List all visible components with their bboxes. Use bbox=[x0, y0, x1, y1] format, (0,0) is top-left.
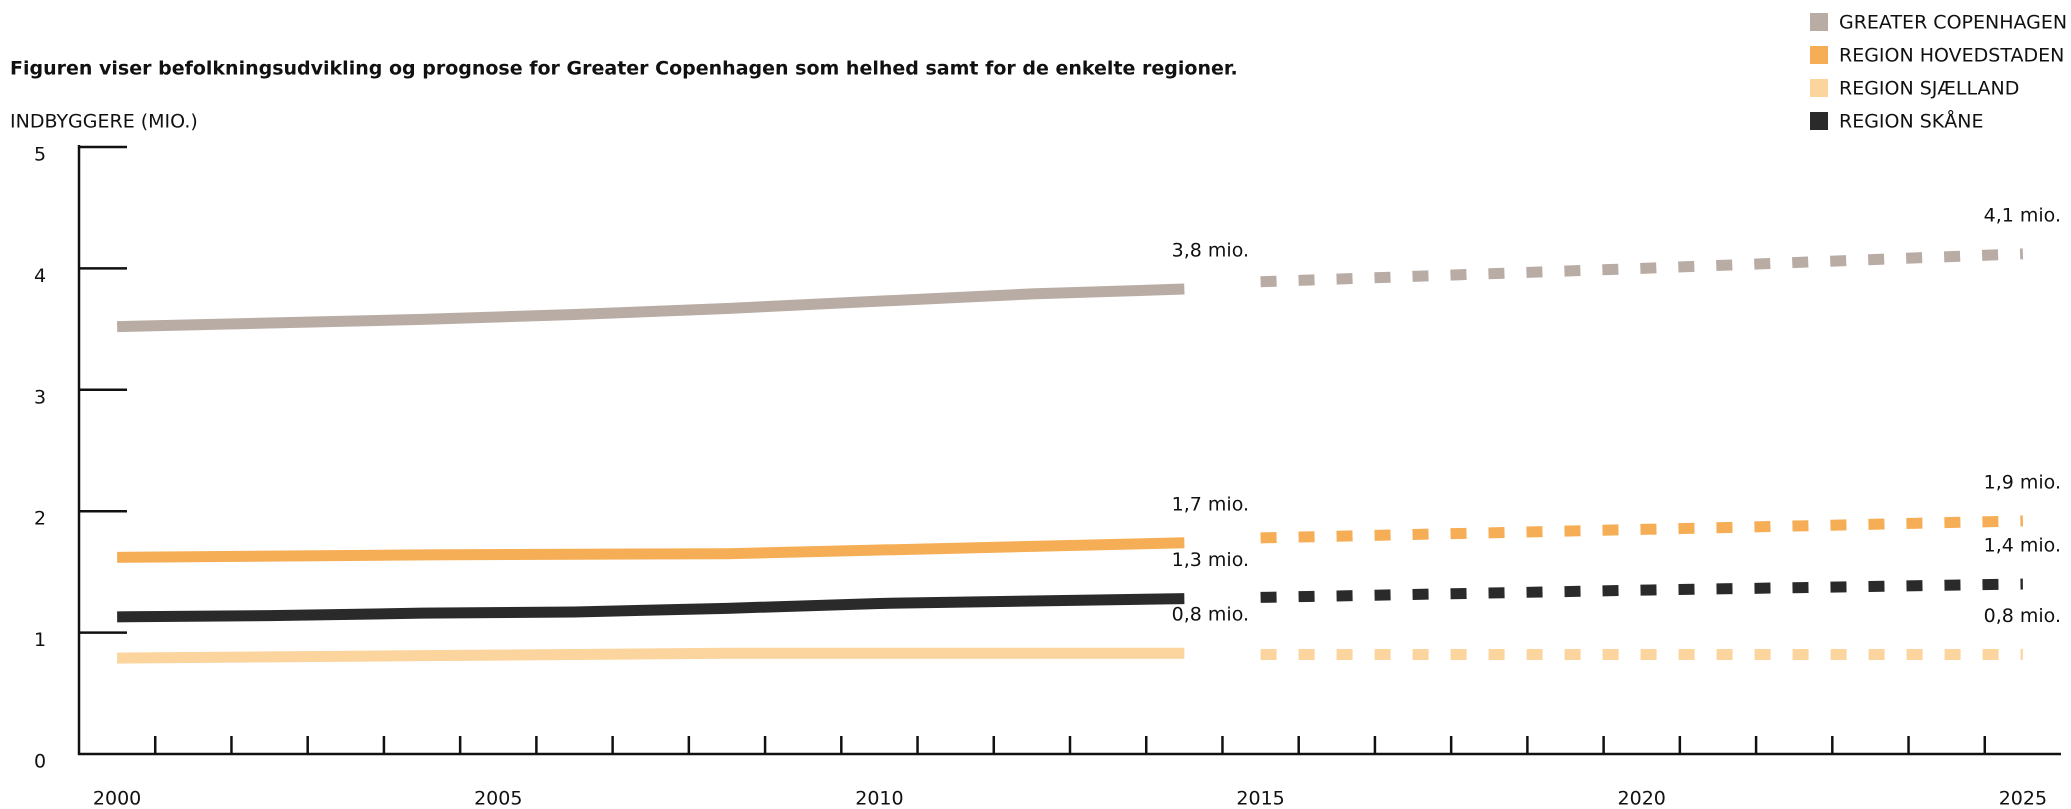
history-line bbox=[117, 647, 1185, 664]
x-tick-label: 2010 bbox=[855, 788, 903, 809]
legend-swatch bbox=[1810, 112, 1828, 130]
history-line bbox=[117, 593, 1185, 623]
y-axis-label: INDBYGGERE (MIO.) bbox=[10, 111, 198, 133]
forecast-line bbox=[1260, 515, 2024, 544]
y-tick-label: 5 bbox=[34, 144, 46, 166]
value-label: 1,7 mio. bbox=[1172, 493, 1249, 515]
y-tick-label: 4 bbox=[34, 265, 46, 287]
x-tick-label: 2000 bbox=[93, 788, 141, 809]
value-label: 1,3 mio. bbox=[1172, 549, 1249, 571]
legend-label: REGION SJÆLLAND bbox=[1839, 78, 2019, 100]
y-tick-label: 1 bbox=[34, 629, 46, 651]
legend-swatch bbox=[1810, 79, 1828, 97]
y-tick-label: 3 bbox=[34, 386, 46, 408]
forecast-line bbox=[1260, 578, 2023, 603]
history-line bbox=[117, 537, 1185, 563]
y-tick-label: 0 bbox=[34, 751, 46, 773]
chart-title: Figuren viser befolkningsudvikling og pr… bbox=[10, 58, 1238, 80]
x-tick-label: 2005 bbox=[474, 788, 522, 809]
value-label: 0,8 mio. bbox=[1172, 604, 1249, 626]
legend-label: REGION HOVEDSTADEN bbox=[1839, 45, 2064, 67]
value-label: 1,4 mio. bbox=[1984, 535, 2061, 557]
legend-swatch bbox=[1810, 46, 1828, 64]
x-tick-label: 2025 bbox=[1999, 788, 2047, 809]
legend-label: GREATER COPENHAGEN bbox=[1839, 12, 2067, 34]
forecast-line bbox=[1260, 248, 2024, 288]
value-label: 3,8 mio. bbox=[1172, 240, 1249, 262]
value-label: 0,8 mio. bbox=[1984, 605, 2061, 627]
x-tick-label: 2015 bbox=[1236, 788, 1284, 809]
x-tick-label: 2020 bbox=[1618, 788, 1666, 809]
legend-label: REGION SKÅNE bbox=[1839, 110, 1983, 133]
legend-swatch bbox=[1810, 13, 1828, 31]
y-tick-label: 2 bbox=[34, 508, 46, 530]
value-label: 1,9 mio. bbox=[1984, 471, 2061, 493]
history-line bbox=[116, 283, 1185, 333]
value-label: 4,1 mio. bbox=[1984, 204, 2061, 226]
